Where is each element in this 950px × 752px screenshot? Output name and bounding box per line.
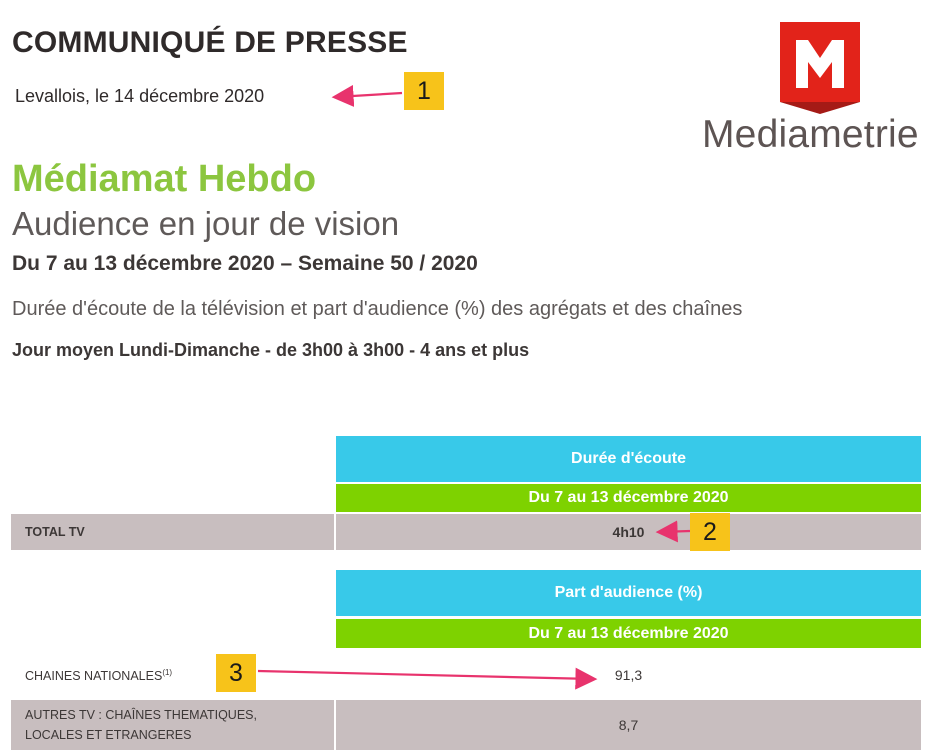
table1-subheader: Du 7 au 13 décembre 2020 xyxy=(336,484,921,512)
table-row: CHAINES NATIONALES(1) xyxy=(11,656,334,694)
row-label-total-tv: TOTAL TV xyxy=(25,525,85,539)
row-label-autres-tv: AUTRES TV : CHAÎNES THEMATIQUES, LOCALES … xyxy=(11,705,257,745)
row-label-chaines-nationales: CHAINES NATIONALES(1) xyxy=(11,663,172,686)
annotation-badge-1: 1 xyxy=(404,72,444,110)
press-release-title: COMMUNIQUÉ DE PRESSE xyxy=(12,26,408,59)
mediametrie-logo-mark xyxy=(780,22,860,114)
scope-line: Jour moyen Lundi-Dimanche - de 3h00 à 3h… xyxy=(12,340,530,360)
description: Durée d'écoute de la télévision et part … xyxy=(12,298,743,320)
annotation-badge-2: 2 xyxy=(690,513,730,551)
sub-title: Audience en jour de vision xyxy=(12,205,400,242)
footnote-marker: (1) xyxy=(162,668,173,678)
row-value-total-tv: 4h10 xyxy=(336,514,921,550)
table2-subheader: Du 7 au 13 décembre 2020 xyxy=(336,619,921,648)
row-label-line2: LOCALES ET ETRANGERES xyxy=(25,728,192,742)
dateline: Levallois, le 14 décembre 2020 xyxy=(15,86,265,106)
annotation-badge-3: 3 xyxy=(216,654,256,692)
table-row: AUTRES TV : CHAÎNES THEMATIQUES, LOCALES … xyxy=(11,700,334,750)
table1-header: Durée d'écoute xyxy=(336,436,921,482)
mediametrie-logo xyxy=(700,18,940,158)
table-row: TOTAL TV xyxy=(11,514,334,550)
row-value-chaines-nationales: 91,3 xyxy=(336,656,921,694)
row-label-text: CHAINES NATIONALES xyxy=(25,669,163,684)
period-line: Du 7 au 13 décembre 2020 – Semaine 50 / … xyxy=(12,252,478,275)
logo-wordmark: Mediametrie xyxy=(702,113,919,156)
row-value-autres-tv: 8,7 xyxy=(336,700,921,750)
row-label-line1: AUTRES TV : CHAÎNES THEMATIQUES, xyxy=(25,708,257,722)
arrow-1 xyxy=(331,84,403,107)
main-title: Médiamat Hebdo xyxy=(12,158,317,200)
table2-header: Part d'audience (%) xyxy=(336,570,921,616)
